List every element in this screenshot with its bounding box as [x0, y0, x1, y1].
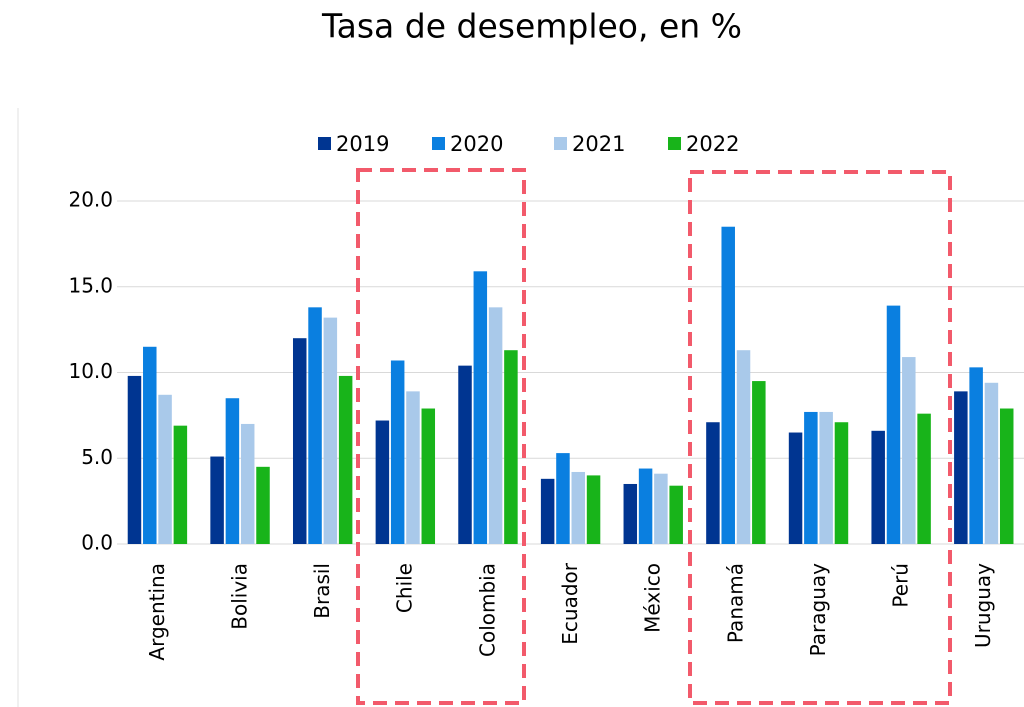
bar	[421, 408, 436, 544]
x-tick-label: México	[641, 563, 665, 633]
bar	[225, 398, 240, 544]
x-tick-label: Brasil	[310, 563, 334, 619]
bar	[540, 478, 555, 544]
bar	[638, 468, 653, 544]
bar	[571, 471, 585, 544]
bar	[819, 411, 833, 544]
bar	[669, 485, 683, 544]
bar	[375, 420, 390, 544]
y-tick-label: 10.0	[68, 359, 113, 383]
bar	[338, 375, 353, 544]
x-tick-label: Perú	[889, 563, 913, 608]
x-tick-label: Chile	[393, 563, 417, 613]
legend-label: 2019	[336, 132, 389, 156]
x-tick-label: Uruguay	[971, 563, 995, 648]
legend-label: 2020	[450, 132, 503, 156]
highlight-box	[356, 168, 526, 705]
bar	[954, 391, 968, 544]
bar	[623, 483, 638, 544]
x-tick-label: Ecuador	[558, 562, 582, 644]
y-tick-label: 15.0	[68, 273, 113, 297]
bar	[752, 381, 766, 544]
bar	[984, 382, 999, 544]
bar	[654, 473, 668, 544]
x-tick-label: Bolivia	[227, 563, 251, 630]
legend-swatch	[554, 137, 567, 150]
bar	[308, 307, 322, 544]
bar	[292, 338, 307, 544]
legend-swatch	[432, 137, 445, 150]
x-tick-label: Panamá	[723, 563, 747, 643]
bar	[706, 422, 720, 544]
bar	[173, 425, 188, 544]
bar	[721, 226, 735, 544]
x-tick-label: Paraguay	[806, 563, 830, 657]
x-tick-label: Colombia	[475, 563, 499, 657]
bar	[834, 422, 849, 544]
bar	[556, 453, 570, 544]
bar	[736, 350, 751, 544]
bar	[969, 367, 983, 544]
bar	[504, 350, 518, 544]
bar	[390, 360, 405, 544]
bar	[210, 456, 224, 544]
chart-title: Tasa de desempleo, en %	[321, 7, 742, 46]
bar	[902, 357, 916, 544]
bar	[143, 346, 157, 544]
bar	[158, 394, 172, 544]
bar	[804, 411, 818, 544]
bar	[256, 466, 270, 544]
bar	[240, 423, 255, 544]
bar	[788, 432, 803, 544]
bar	[886, 305, 901, 544]
legend-label: 2022	[686, 132, 739, 156]
y-tick-label: 20.0	[68, 188, 113, 212]
bar	[458, 365, 472, 544]
bar	[323, 317, 338, 544]
bar	[999, 408, 1014, 544]
bar	[127, 375, 142, 544]
legend-label: 2021	[572, 132, 625, 156]
bar	[917, 413, 931, 544]
x-tick-label: Argentina	[145, 563, 169, 661]
y-tick-label: 5.0	[81, 445, 113, 469]
bar	[488, 307, 503, 544]
bar	[473, 271, 488, 544]
bar	[586, 475, 601, 544]
bar	[406, 391, 420, 544]
legend-swatch	[318, 137, 331, 150]
bar	[871, 430, 885, 544]
y-tick-label: 0.0	[81, 531, 113, 555]
legend-swatch	[668, 137, 681, 150]
